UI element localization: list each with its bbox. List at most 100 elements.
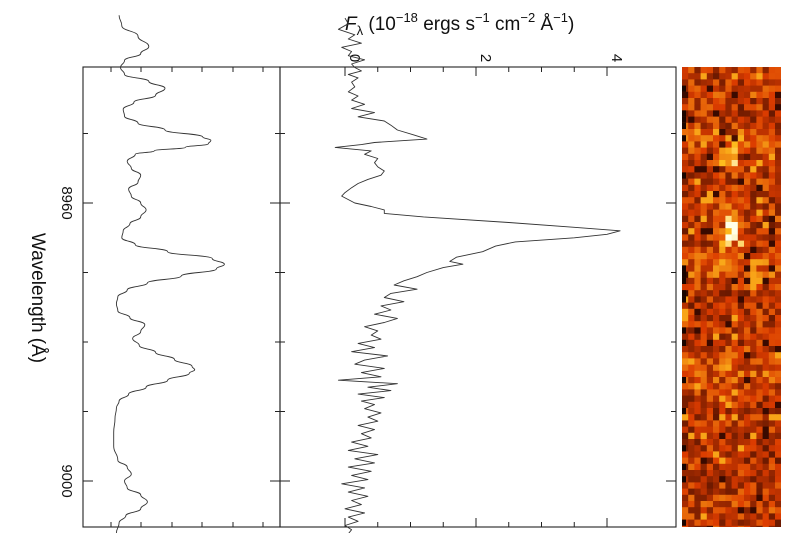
image-pixel bbox=[682, 166, 689, 173]
image-pixel bbox=[706, 98, 714, 105]
image-pixel bbox=[756, 451, 763, 458]
image-pixel bbox=[706, 246, 714, 254]
image-pixel bbox=[775, 104, 781, 111]
image-pixel bbox=[694, 501, 701, 508]
image-pixel bbox=[682, 513, 689, 520]
image-pixel bbox=[688, 426, 695, 434]
image-pixel bbox=[706, 420, 714, 427]
image-pixel bbox=[731, 141, 739, 148]
image-pixel bbox=[688, 315, 695, 322]
image-pixel bbox=[737, 445, 745, 452]
image-pixel bbox=[775, 445, 781, 452]
image-pixel bbox=[706, 116, 714, 124]
image-pixel bbox=[744, 463, 751, 471]
image-pixel bbox=[719, 377, 726, 384]
image-pixel bbox=[682, 172, 686, 179]
image-pixel bbox=[700, 141, 708, 148]
image-pixel bbox=[744, 482, 751, 489]
image-pixel bbox=[700, 346, 708, 353]
image-pixel bbox=[694, 91, 701, 99]
image-pixel bbox=[731, 215, 739, 223]
flux-exp1: −18 bbox=[396, 10, 418, 25]
image-pixel bbox=[750, 135, 757, 142]
image-pixel bbox=[706, 290, 714, 297]
image-pixel bbox=[713, 401, 720, 409]
image-pixel bbox=[762, 153, 770, 161]
image-pixel bbox=[682, 116, 686, 123]
image-pixel bbox=[706, 482, 714, 489]
image-pixel bbox=[719, 91, 726, 99]
image-pixel bbox=[706, 395, 714, 403]
image-pixel bbox=[719, 135, 726, 142]
image-pixel bbox=[768, 352, 776, 359]
image-pixel bbox=[750, 91, 757, 99]
image-pixel bbox=[768, 246, 776, 254]
image-pixel bbox=[706, 333, 714, 341]
image-pixel bbox=[706, 73, 714, 80]
image-pixel bbox=[762, 457, 770, 465]
image-pixel bbox=[775, 122, 781, 130]
image-pixel bbox=[706, 259, 714, 266]
image-pixel bbox=[694, 228, 701, 235]
image-pixel bbox=[756, 408, 763, 415]
image-pixel bbox=[725, 240, 732, 248]
image-pixel bbox=[731, 191, 739, 198]
image-pixel bbox=[756, 501, 763, 508]
image-pixel bbox=[713, 73, 720, 80]
image-pixel bbox=[750, 209, 757, 217]
image-pixel bbox=[775, 110, 781, 117]
image-pixel bbox=[706, 358, 714, 365]
image-pixel bbox=[706, 222, 714, 229]
image-pixel bbox=[768, 178, 776, 186]
image-pixel bbox=[775, 482, 781, 489]
image-pixel bbox=[682, 222, 689, 229]
image-pixel bbox=[713, 519, 720, 527]
image-pixel bbox=[688, 85, 695, 93]
image-pixel bbox=[682, 339, 686, 346]
image-pixel bbox=[768, 445, 776, 452]
image-pixel bbox=[713, 110, 720, 117]
image-pixel bbox=[768, 253, 776, 260]
image-pixel bbox=[700, 79, 708, 86]
image-pixel bbox=[756, 215, 763, 223]
image-pixel bbox=[737, 408, 745, 415]
image-pixel bbox=[737, 370, 745, 378]
image-pixel bbox=[744, 432, 751, 440]
image-pixel bbox=[719, 209, 726, 217]
flux-units-open: (10 bbox=[363, 14, 396, 35]
image-pixel bbox=[762, 364, 770, 372]
image-pixel bbox=[768, 327, 776, 334]
image-pixel bbox=[682, 321, 689, 328]
image-pixel bbox=[719, 104, 726, 111]
image-pixel bbox=[737, 383, 745, 390]
image-pixel bbox=[713, 240, 720, 248]
image-pixel bbox=[688, 147, 695, 155]
image-pixel bbox=[744, 494, 751, 502]
image-pixel bbox=[700, 408, 708, 415]
image-pixel bbox=[744, 209, 751, 217]
image-pixel bbox=[682, 98, 689, 105]
image-pixel bbox=[731, 203, 739, 210]
image-pixel bbox=[682, 470, 689, 477]
image-pixel bbox=[762, 352, 770, 359]
image-pixel bbox=[682, 476, 686, 483]
image-pixel bbox=[688, 321, 695, 328]
image-pixel bbox=[768, 296, 776, 303]
image-pixel bbox=[706, 507, 714, 514]
image-pixel bbox=[744, 178, 751, 186]
image-pixel bbox=[688, 240, 695, 248]
image-pixel bbox=[688, 277, 695, 285]
image-pixel bbox=[775, 253, 781, 260]
image-pixel bbox=[744, 414, 751, 421]
image-pixel bbox=[750, 352, 757, 359]
image-pixel bbox=[725, 91, 732, 99]
image-pixel bbox=[744, 197, 751, 204]
image-pixel bbox=[706, 408, 714, 415]
image-pixel bbox=[688, 333, 695, 341]
image-pixel bbox=[700, 246, 708, 254]
image-pixel bbox=[719, 290, 726, 297]
image-pixel bbox=[737, 110, 745, 117]
image-pixel bbox=[775, 197, 781, 204]
image-pixel bbox=[768, 209, 776, 217]
image-pixel bbox=[750, 215, 757, 223]
